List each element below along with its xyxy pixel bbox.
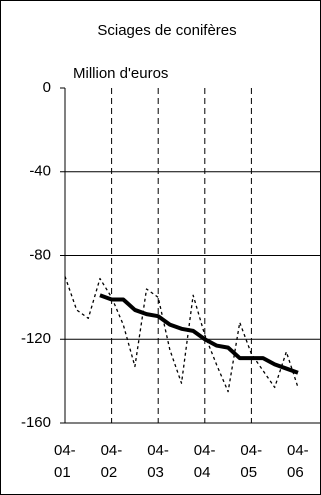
x-tick-label: 04-03 (147, 442, 169, 481)
x-tick-label: 04-01 (54, 442, 76, 481)
y-tick-label: -120 (21, 330, 51, 347)
y-tick-label: -80 (29, 246, 51, 263)
series-line (99, 293, 299, 375)
y-tick-label: -40 (29, 163, 51, 180)
x-tick-label: 04-06 (287, 442, 309, 481)
x-tick-label: 04-05 (240, 442, 263, 481)
chart-title: Sciages de conifères (97, 22, 236, 39)
chart-subtitle: Million d'euros (73, 65, 168, 82)
x-tick-label: 04-04 (193, 442, 216, 481)
y-tick-label: 0 (43, 79, 51, 96)
x-tick-label: 04-02 (100, 442, 123, 481)
y-tick-label: -160 (21, 414, 51, 431)
series-line (64, 276, 299, 393)
